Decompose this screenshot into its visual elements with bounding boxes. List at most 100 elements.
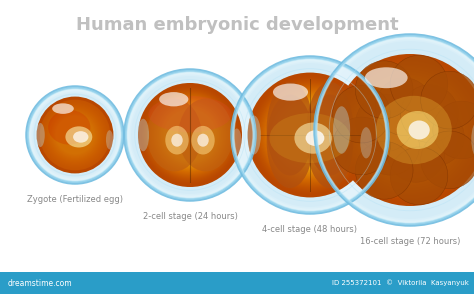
Ellipse shape xyxy=(247,116,261,155)
Circle shape xyxy=(319,39,474,220)
Circle shape xyxy=(36,97,113,173)
Circle shape xyxy=(30,90,120,180)
Ellipse shape xyxy=(294,123,332,154)
Ellipse shape xyxy=(148,96,232,132)
Circle shape xyxy=(36,97,113,173)
Circle shape xyxy=(138,83,242,187)
Circle shape xyxy=(266,91,354,179)
Circle shape xyxy=(47,107,103,163)
Circle shape xyxy=(407,108,465,166)
Circle shape xyxy=(160,105,220,166)
Circle shape xyxy=(337,57,474,203)
Circle shape xyxy=(347,67,473,193)
Circle shape xyxy=(125,70,255,200)
Circle shape xyxy=(360,80,460,180)
Ellipse shape xyxy=(397,111,438,149)
Circle shape xyxy=(273,97,347,173)
Circle shape xyxy=(364,84,456,176)
Text: 4-cell stage (48 hours): 4-cell stage (48 hours) xyxy=(263,225,357,234)
Ellipse shape xyxy=(171,134,182,147)
Circle shape xyxy=(421,71,474,129)
Circle shape xyxy=(144,89,236,181)
Circle shape xyxy=(356,61,413,118)
Circle shape xyxy=(49,109,101,161)
Ellipse shape xyxy=(36,123,45,147)
Circle shape xyxy=(265,90,355,180)
Circle shape xyxy=(348,69,472,192)
Circle shape xyxy=(390,147,448,205)
Circle shape xyxy=(354,74,466,186)
Circle shape xyxy=(279,104,341,166)
Circle shape xyxy=(48,108,101,161)
Circle shape xyxy=(45,105,105,166)
Circle shape xyxy=(158,103,222,167)
Ellipse shape xyxy=(360,127,372,158)
Circle shape xyxy=(162,107,218,163)
Circle shape xyxy=(127,71,254,198)
Circle shape xyxy=(50,110,100,160)
Circle shape xyxy=(164,109,216,161)
Circle shape xyxy=(345,64,474,196)
Ellipse shape xyxy=(307,82,354,176)
Circle shape xyxy=(153,98,227,172)
Circle shape xyxy=(33,93,117,177)
Circle shape xyxy=(232,57,388,213)
Circle shape xyxy=(334,54,474,206)
Ellipse shape xyxy=(232,128,242,155)
Circle shape xyxy=(356,76,464,184)
Circle shape xyxy=(160,106,219,165)
Text: dreamstime.com: dreamstime.com xyxy=(8,278,73,288)
Circle shape xyxy=(277,102,343,168)
Circle shape xyxy=(125,70,255,200)
Circle shape xyxy=(350,70,470,190)
Circle shape xyxy=(143,88,237,182)
Circle shape xyxy=(315,35,474,225)
Circle shape xyxy=(51,111,100,160)
Circle shape xyxy=(55,114,96,156)
Circle shape xyxy=(28,88,121,181)
Circle shape xyxy=(235,60,385,210)
Circle shape xyxy=(128,73,252,197)
Circle shape xyxy=(161,106,219,164)
Ellipse shape xyxy=(333,106,350,154)
Ellipse shape xyxy=(106,130,113,149)
Circle shape xyxy=(258,83,362,187)
Circle shape xyxy=(367,87,453,173)
Circle shape xyxy=(42,102,108,168)
Circle shape xyxy=(333,85,390,143)
Circle shape xyxy=(250,75,370,195)
Circle shape xyxy=(368,88,452,172)
Circle shape xyxy=(254,79,366,191)
Circle shape xyxy=(433,101,474,159)
Circle shape xyxy=(40,100,110,170)
Circle shape xyxy=(145,90,235,180)
Circle shape xyxy=(52,112,98,158)
Circle shape xyxy=(55,115,95,155)
Circle shape xyxy=(274,99,346,171)
Bar xyxy=(0,272,474,294)
Circle shape xyxy=(338,58,474,202)
Text: Human embryonic development: Human embryonic development xyxy=(76,16,398,34)
Circle shape xyxy=(51,111,99,159)
Circle shape xyxy=(46,106,103,163)
Circle shape xyxy=(146,91,234,179)
Circle shape xyxy=(141,86,239,184)
Circle shape xyxy=(138,83,242,187)
Circle shape xyxy=(262,87,358,183)
Circle shape xyxy=(356,94,413,152)
Circle shape xyxy=(335,55,474,205)
Circle shape xyxy=(142,87,238,183)
Circle shape xyxy=(38,98,112,172)
Circle shape xyxy=(45,105,105,165)
Circle shape xyxy=(269,94,351,176)
Ellipse shape xyxy=(306,130,324,146)
Circle shape xyxy=(140,85,240,185)
Circle shape xyxy=(355,75,465,185)
Circle shape xyxy=(163,108,217,162)
Circle shape xyxy=(278,103,342,167)
Circle shape xyxy=(359,79,461,181)
Circle shape xyxy=(317,36,474,223)
Circle shape xyxy=(234,59,386,211)
Circle shape xyxy=(352,72,468,188)
Circle shape xyxy=(27,87,123,183)
